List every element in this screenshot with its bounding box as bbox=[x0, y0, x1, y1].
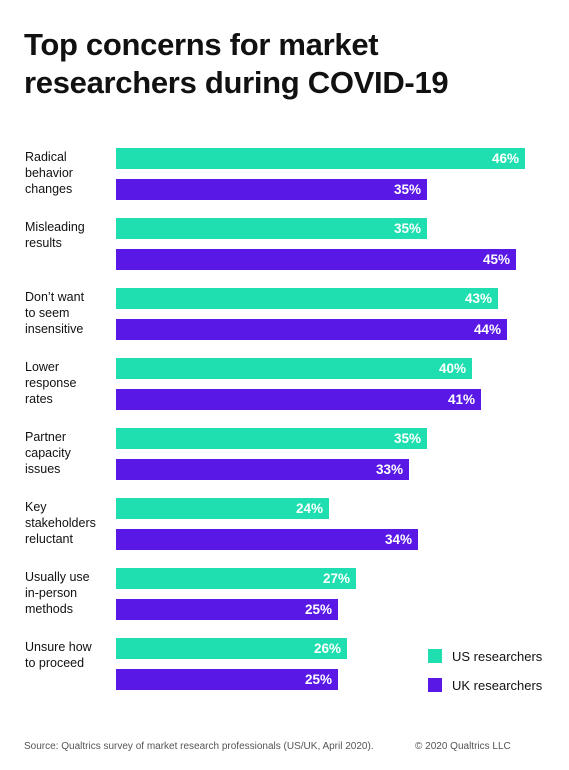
legend-item: US researchers bbox=[428, 648, 542, 664]
uk-bar bbox=[116, 389, 481, 410]
category-label: Lower response rates bbox=[25, 359, 115, 407]
bar-value-label: 34% bbox=[384, 532, 412, 547]
category-label-line: results bbox=[25, 236, 62, 250]
category-label: Usually use in-person methods bbox=[25, 569, 115, 617]
bar-value-label: 24% bbox=[295, 501, 323, 516]
us-bar bbox=[116, 568, 356, 589]
legend-swatch bbox=[428, 649, 442, 663]
bar-value-label: 25% bbox=[304, 602, 332, 617]
uk-bar bbox=[116, 459, 409, 480]
category-label-line: Key bbox=[25, 500, 47, 514]
category-label: Key stakeholders reluctant bbox=[25, 499, 115, 547]
legend-label: UK researchers bbox=[452, 677, 543, 693]
uk-bar bbox=[116, 599, 338, 620]
category-label-line: to seem bbox=[25, 306, 70, 320]
category-label: Unsure how to proceed bbox=[25, 639, 115, 671]
category-label-line: issues bbox=[25, 462, 61, 476]
bar-value-label: 27% bbox=[322, 571, 350, 586]
source-note: Source: Qualtrics survey of market resea… bbox=[24, 741, 374, 752]
category-label-line: Misleading bbox=[25, 220, 85, 234]
category-label-line: insensitive bbox=[25, 322, 84, 336]
us-bar bbox=[116, 638, 347, 659]
bar-value-label: 43% bbox=[464, 291, 492, 306]
category-label-line: reluctant bbox=[25, 532, 73, 546]
category-label-line: Don’t want bbox=[25, 290, 85, 304]
category-label: Partner capacity issues bbox=[25, 429, 115, 477]
category-label-line: Unsure how bbox=[25, 640, 92, 654]
category-label-line: in-person bbox=[25, 586, 78, 600]
us-bar bbox=[116, 428, 427, 449]
us-bar bbox=[116, 218, 427, 239]
category-label: Misleading results bbox=[25, 219, 115, 251]
us-bar bbox=[116, 498, 329, 519]
category-label-line: changes bbox=[25, 182, 73, 196]
category-label: Radical behavior changes bbox=[25, 149, 115, 197]
bar-value-label: 35% bbox=[393, 182, 421, 197]
bar-value-label: 41% bbox=[447, 392, 475, 407]
legend-label: US researchers bbox=[452, 648, 543, 664]
bar-value-label: 35% bbox=[393, 431, 421, 446]
bar-value-label: 45% bbox=[482, 252, 510, 267]
copyright-note: © 2020 Qualtrics LLC bbox=[415, 741, 511, 752]
bar-value-label: 46% bbox=[491, 151, 519, 166]
us-bar bbox=[116, 358, 472, 379]
bar-value-label: 35% bbox=[393, 221, 421, 236]
bar-value-label: 26% bbox=[313, 641, 341, 656]
chart-title: Top concerns for market researchers duri… bbox=[24, 27, 449, 100]
bar-value-label: 40% bbox=[438, 361, 466, 376]
uk-bar bbox=[116, 249, 516, 270]
category-label-line: response bbox=[25, 376, 77, 390]
category-label-line: stakeholders bbox=[25, 516, 96, 530]
us-bar bbox=[116, 288, 498, 309]
category-label-line: Usually use bbox=[25, 570, 90, 584]
uk-bar bbox=[116, 319, 507, 340]
bar-value-label: 33% bbox=[375, 462, 403, 477]
category-label-line: rates bbox=[25, 392, 53, 406]
category-label-line: behavior bbox=[25, 166, 73, 180]
category-label: Don’t want to seem insensitive bbox=[25, 289, 115, 337]
uk-bar bbox=[116, 669, 338, 690]
category-label-line: Partner bbox=[25, 430, 66, 444]
category-label-line: Radical bbox=[25, 150, 67, 164]
category-label-line: to proceed bbox=[25, 656, 85, 670]
bar-value-label: 25% bbox=[304, 672, 332, 687]
category-label-line: methods bbox=[25, 602, 73, 616]
category-label-line: Lower bbox=[25, 360, 60, 374]
us-bar bbox=[116, 148, 525, 169]
uk-bar bbox=[116, 529, 418, 550]
legend-item: UK researchers bbox=[428, 677, 542, 693]
uk-bar bbox=[116, 179, 427, 200]
bar-value-label: 44% bbox=[473, 322, 501, 337]
legend-swatch bbox=[428, 678, 442, 692]
category-label-line: capacity bbox=[25, 446, 71, 460]
